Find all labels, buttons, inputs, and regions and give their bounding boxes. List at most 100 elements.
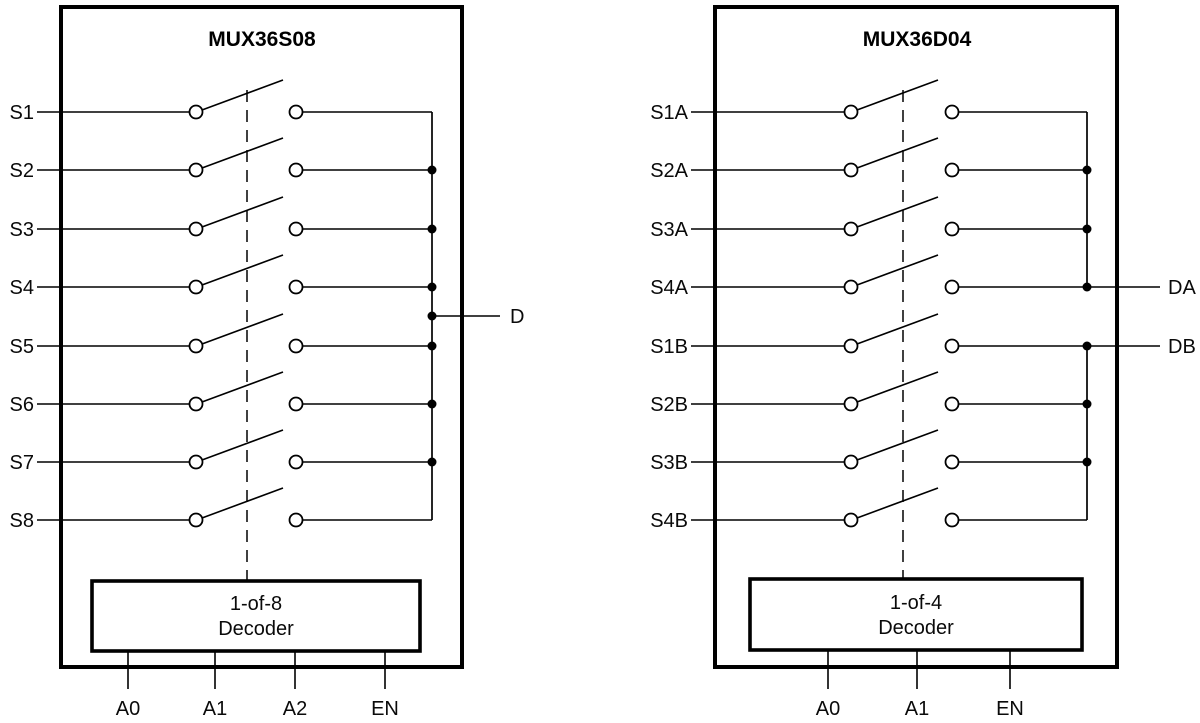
switch-throw-circle-s5 [288, 338, 304, 354]
switch-throw-circle-s4a [944, 279, 960, 295]
switch-throw-circle-s1b [944, 338, 960, 354]
switch-arm-s8 [201, 487, 284, 519]
switch-pole-circle-s4 [188, 279, 204, 295]
output-label-db: DB [1168, 336, 1196, 358]
switch-throw-circle-s3a [944, 221, 960, 237]
switch-arm-s4a [856, 254, 939, 286]
pin-label-en: EN [996, 698, 1024, 720]
mux36d04-channel-s1b: S1B [650, 313, 1087, 358]
decoder-text-line2: Decoder [878, 617, 954, 639]
input-label-s3b: S3B [650, 452, 688, 474]
mux36s08-outline-box [59, 5, 464, 669]
mux36d04-channel-s3b: S3B [650, 429, 1087, 474]
switch-throw-circle-s2a [944, 162, 960, 178]
mux36d04-channel-s2a: S2A [650, 137, 1087, 182]
pin-label-en: EN [371, 698, 399, 720]
switch-pole-circle-s8 [188, 512, 204, 528]
mux36d04-channel-s2b: S2B [650, 371, 1087, 416]
switch-throw-circle-s4b [944, 512, 960, 528]
pin-label-a0: A0 [816, 698, 840, 720]
input-label-s4: S4 [10, 277, 34, 299]
mux36d04-channel-s4b: S4B [650, 487, 1087, 532]
input-label-s6: S6 [10, 394, 34, 416]
mux36s08-channel-s2: S2 [10, 137, 432, 182]
mux36s08-channel-s7: S7 [10, 429, 432, 474]
switch-pole-circle-s3a [843, 221, 859, 237]
switch-throw-circle-s1 [288, 104, 304, 120]
switch-throw-circle-s2 [288, 162, 304, 178]
mux36s08-channel-s6: S6 [10, 371, 432, 416]
junction-dot [427, 341, 437, 351]
mux36d04-control-pins: A0 A1 EN [816, 650, 1024, 720]
mux36d04-channel-s3a: S3A [650, 196, 1087, 241]
switch-pole-circle-s1 [188, 104, 204, 120]
decoder-text-line1: 1-of-8 [230, 593, 282, 615]
input-label-s1a: S1A [650, 102, 688, 124]
switch-arm-s3b [856, 429, 939, 461]
pin-label-a1: A1 [203, 698, 227, 720]
mux36s08-channel-s1: S1 [10, 79, 432, 124]
mux36s08-decoder-box [90, 579, 422, 653]
pin-label-a1: A1 [905, 698, 929, 720]
input-label-s2b: S2B [650, 394, 688, 416]
junction-dot [427, 457, 437, 467]
switch-arm-s2a [856, 137, 939, 169]
pin-label-a2: A2 [283, 698, 307, 720]
mux36d04-outline-box [713, 5, 1119, 669]
switch-throw-circle-s7 [288, 454, 304, 470]
switch-arm-s6 [201, 371, 284, 403]
input-label-s7: S7 [10, 452, 34, 474]
switch-pole-circle-s5 [188, 338, 204, 354]
junction-dot [427, 282, 437, 292]
mux36s08-diagram: MUX36S08 S1 S2 S3 [10, 5, 524, 720]
junction-dot [1082, 224, 1092, 234]
switch-pole-circle-s3b [843, 454, 859, 470]
junction-dot [427, 399, 437, 409]
switch-pole-circle-s7 [188, 454, 204, 470]
mux36s08-channel-s8: S8 [10, 487, 432, 532]
mux36d04-diagram: MUX36D04 S1A S2A S3A [650, 5, 1196, 720]
switch-arm-s1a [856, 79, 939, 111]
switch-arm-s1b [856, 313, 939, 345]
pin-label-a0: A0 [116, 698, 140, 720]
input-label-s3: S3 [10, 219, 34, 241]
decoder-text-line2: Decoder [218, 618, 294, 640]
input-label-s1: S1 [10, 102, 34, 124]
switch-pole-circle-s1a [843, 104, 859, 120]
switch-arm-s2b [856, 371, 939, 403]
switch-throw-circle-s4 [288, 279, 304, 295]
mux36s08-channel-s5: S5 [10, 313, 432, 358]
input-label-s2a: S2A [650, 160, 688, 182]
switch-throw-circle-s2b [944, 396, 960, 412]
switch-throw-circle-s8 [288, 512, 304, 528]
input-label-s8: S8 [10, 510, 34, 532]
mux36s08-title: MUX36S08 [208, 28, 316, 51]
switch-throw-circle-s1a [944, 104, 960, 120]
input-label-s1b: S1B [650, 336, 688, 358]
junction-dot [1082, 399, 1092, 409]
junction-dot [427, 165, 437, 175]
switch-arm-s3a [856, 196, 939, 228]
decoder-text-line1: 1-of-4 [890, 592, 942, 614]
input-label-s2: S2 [10, 160, 34, 182]
switch-throw-circle-s3 [288, 221, 304, 237]
junction-dot [1082, 165, 1092, 175]
input-label-s3a: S3A [650, 219, 688, 241]
switch-arm-s4 [201, 254, 284, 286]
input-label-s4a: S4A [650, 277, 688, 299]
mux36d04-title: MUX36D04 [863, 28, 972, 51]
mux36s08-control-pins: A0 A1 A2 EN [116, 651, 399, 720]
input-label-s5: S5 [10, 336, 34, 358]
switch-arm-s3 [201, 196, 284, 228]
switch-pole-circle-s4b [843, 512, 859, 528]
switch-pole-circle-s1b [843, 338, 859, 354]
switch-pole-circle-s3 [188, 221, 204, 237]
switch-arm-s2 [201, 137, 284, 169]
switch-pole-circle-s4a [843, 279, 859, 295]
mux36d04-channel-s1a: S1A [650, 79, 1087, 124]
switch-pole-circle-s2b [843, 396, 859, 412]
switch-arm-s4b [856, 487, 939, 519]
mux36s08-channel-s4: S4 [10, 254, 432, 299]
